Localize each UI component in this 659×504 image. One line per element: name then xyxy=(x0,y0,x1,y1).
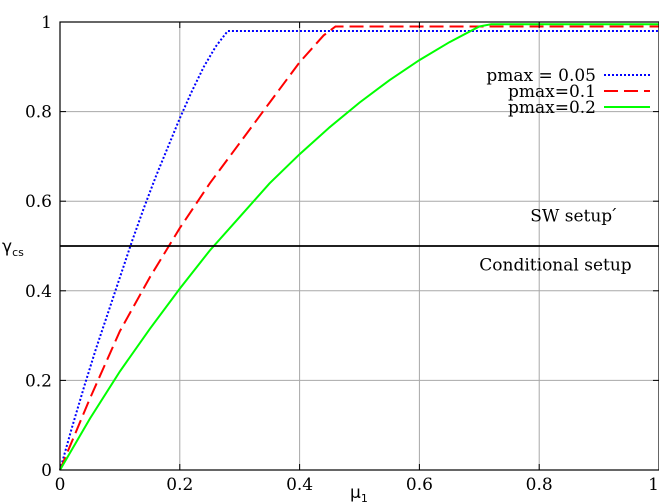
y-tick-label: 0.6 xyxy=(25,192,52,212)
legend-label: pmax=0.1 xyxy=(508,82,596,102)
x-tick-label: 0.6 xyxy=(406,475,433,495)
series-layer xyxy=(59,23,659,471)
y-tick-label: 0.4 xyxy=(25,282,52,302)
y-tick-label: 0.8 xyxy=(25,103,52,123)
y-tick-label: 0.2 xyxy=(25,371,52,391)
y-tick-label: 1 xyxy=(41,13,52,33)
x-axis-label: μ1 xyxy=(350,483,368,504)
annotation: Conditional setup xyxy=(479,256,632,276)
y-tick-label: 0 xyxy=(41,461,52,481)
legend-label: pmax=0.2 xyxy=(508,98,596,118)
x-tick-label: 0 xyxy=(55,475,66,495)
annotation-layer: SW setup ́ Conditional setup xyxy=(479,206,632,275)
x-tick-label: 0.2 xyxy=(166,475,193,495)
x-tick-label: 0.8 xyxy=(526,475,553,495)
series-line-2 xyxy=(59,23,659,471)
x-tick-label: 0.4 xyxy=(286,475,313,495)
y-axis-label: γcs xyxy=(2,237,24,259)
series-line-1 xyxy=(59,25,659,471)
x-axis-label-subscript: 1 xyxy=(361,492,368,504)
tick-layer: 0 0.2 0.4 0.6 0.8 1 0 0.2 0.4 0.6 0.8 1 xyxy=(25,13,659,495)
series-line-0 xyxy=(59,30,659,471)
annotation: SW setup ́ xyxy=(530,206,617,226)
y-axis-label-subscript: cs xyxy=(12,246,24,259)
grid xyxy=(60,22,659,470)
x-tick-label: 1 xyxy=(648,475,659,495)
legend-label: pmax = 0.05 xyxy=(486,66,596,86)
plot-frame xyxy=(59,21,659,471)
axis-labels: μ1 γcs xyxy=(2,237,368,504)
